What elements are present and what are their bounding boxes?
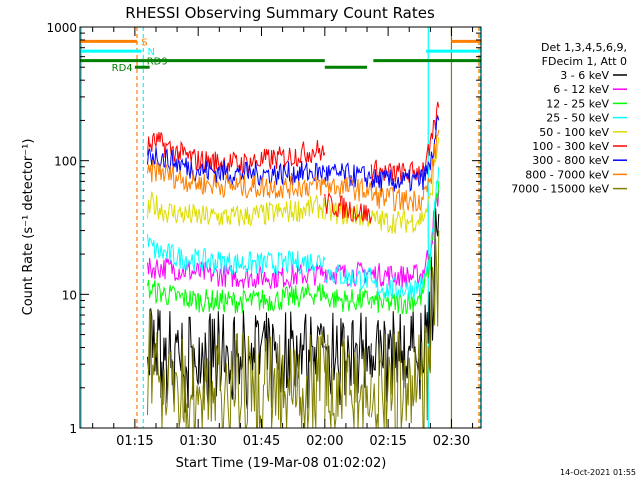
y-tick-label: 1000: [46, 21, 77, 35]
y-tick-label: 10: [62, 288, 77, 302]
legend-header-line: Det 1,3,4,5,6,9,: [541, 41, 627, 54]
series-8: [147, 230, 440, 429]
legend-label: 800 - 7000 keV: [525, 168, 609, 181]
series-7-segment-1: [324, 176, 372, 202]
series-2: [147, 181, 440, 315]
legend-label: 12 - 25 keV: [546, 97, 609, 110]
legend-entry-4: 50 - 100 keV: [539, 126, 627, 139]
series-7: [147, 129, 440, 212]
series-2-segment-1: [324, 288, 372, 313]
legend-label: 25 - 50 keV: [546, 112, 609, 125]
series-6-segment-2: [370, 114, 440, 192]
legend-label: 3 - 6 keV: [560, 69, 609, 82]
attenuator-bar-n: N: [80, 47, 481, 58]
attenuator-label: RD9: [147, 57, 168, 68]
legend-label: 100 - 300 keV: [532, 140, 609, 153]
attenuator-label: N: [148, 47, 155, 58]
legend-label: 50 - 100 keV: [539, 126, 609, 139]
series-4-segment-2: [370, 137, 440, 234]
legend: Det 1,3,4,5,6,9,FDecim 1, Att 03 - 6 keV…: [511, 41, 627, 196]
legend-entry-1: 6 - 12 keV: [553, 83, 627, 96]
legend-entry-8: 7000 - 15000 keV: [511, 183, 627, 196]
legend-label: 7000 - 15000 keV: [511, 183, 609, 196]
series-7-segment-2: [370, 129, 440, 212]
legend-entry-6: 300 - 800 keV: [532, 154, 627, 167]
series-1-segment-0: [147, 257, 326, 290]
legend-entry-0: 3 - 6 keV: [560, 69, 627, 82]
series-8-segment-0: [147, 308, 326, 429]
y-tick-label: 100: [54, 155, 77, 169]
series-5: [147, 101, 440, 224]
attenuator-bar-rd9: RD9: [80, 57, 481, 68]
plot-frame: [79, 26, 482, 429]
attenuator-label: S: [141, 37, 147, 48]
legend-entry-3: 25 - 50 keV: [546, 112, 627, 125]
x-tick-label: 02:00: [306, 434, 343, 449]
axis-ticks-layer: 1 10 100 1000 01:15 01:30 01:45 02:00 02:15 02:30: [46, 21, 481, 449]
attenuator-bar-rd4: RD4: [112, 63, 368, 74]
series-3-segment-2: [370, 166, 440, 301]
series-5-segment-1: [324, 191, 372, 224]
attenuator-bar-s: S: [80, 37, 481, 48]
x-axis-label: Start Time (19-Mar-08 01:02:02): [176, 456, 387, 471]
x-tick-label: 01:30: [179, 434, 216, 449]
series-6-segment-1: [324, 161, 372, 189]
series-8-segment-1: [324, 334, 372, 429]
series-6-segment-0: [147, 147, 326, 187]
series-5-segment-0: [147, 132, 326, 175]
legend-entry-2: 12 - 25 keV: [546, 97, 627, 110]
series-1-segment-2: [370, 190, 440, 288]
series-0-segment-2: [370, 207, 440, 403]
y-axis-label: Count Rate (s⁻¹ detector⁻¹): [21, 139, 36, 316]
series-3-segment-1: [324, 264, 372, 292]
series-3-segment-0: [147, 234, 326, 277]
footer-timestamp: 14-Oct-2021 01:55: [560, 468, 636, 477]
x-tick-label: 02:15: [369, 434, 406, 449]
y-tick-label: 1: [69, 422, 77, 436]
series-0-segment-1: [324, 312, 372, 406]
series-7-segment-0: [147, 159, 326, 199]
x-tick-label: 02:30: [433, 434, 470, 449]
x-tick-label: 01:15: [116, 434, 153, 449]
series-8-segment-2: [370, 230, 440, 429]
legend-header-line: FDecim 1, Att 0: [542, 55, 627, 68]
series-1: [147, 190, 440, 290]
x-tick-label: 01:45: [243, 434, 280, 449]
series-5-segment-2: [370, 101, 440, 185]
series-4-segment-0: [147, 191, 326, 227]
legend-entry-5: 100 - 300 keV: [532, 140, 627, 153]
legend-entry-7: 800 - 7000 keV: [525, 168, 627, 181]
legend-label: 300 - 800 keV: [532, 154, 609, 167]
legend-label: 6 - 12 keV: [553, 83, 609, 96]
chart-title: RHESSI Observing Summary Count Rates: [125, 4, 435, 22]
series-6: [147, 114, 440, 192]
series-layer: [147, 101, 440, 429]
series-2-segment-0: [147, 280, 326, 314]
series-3: [147, 166, 440, 301]
attenuator-label: RD4: [112, 63, 133, 74]
